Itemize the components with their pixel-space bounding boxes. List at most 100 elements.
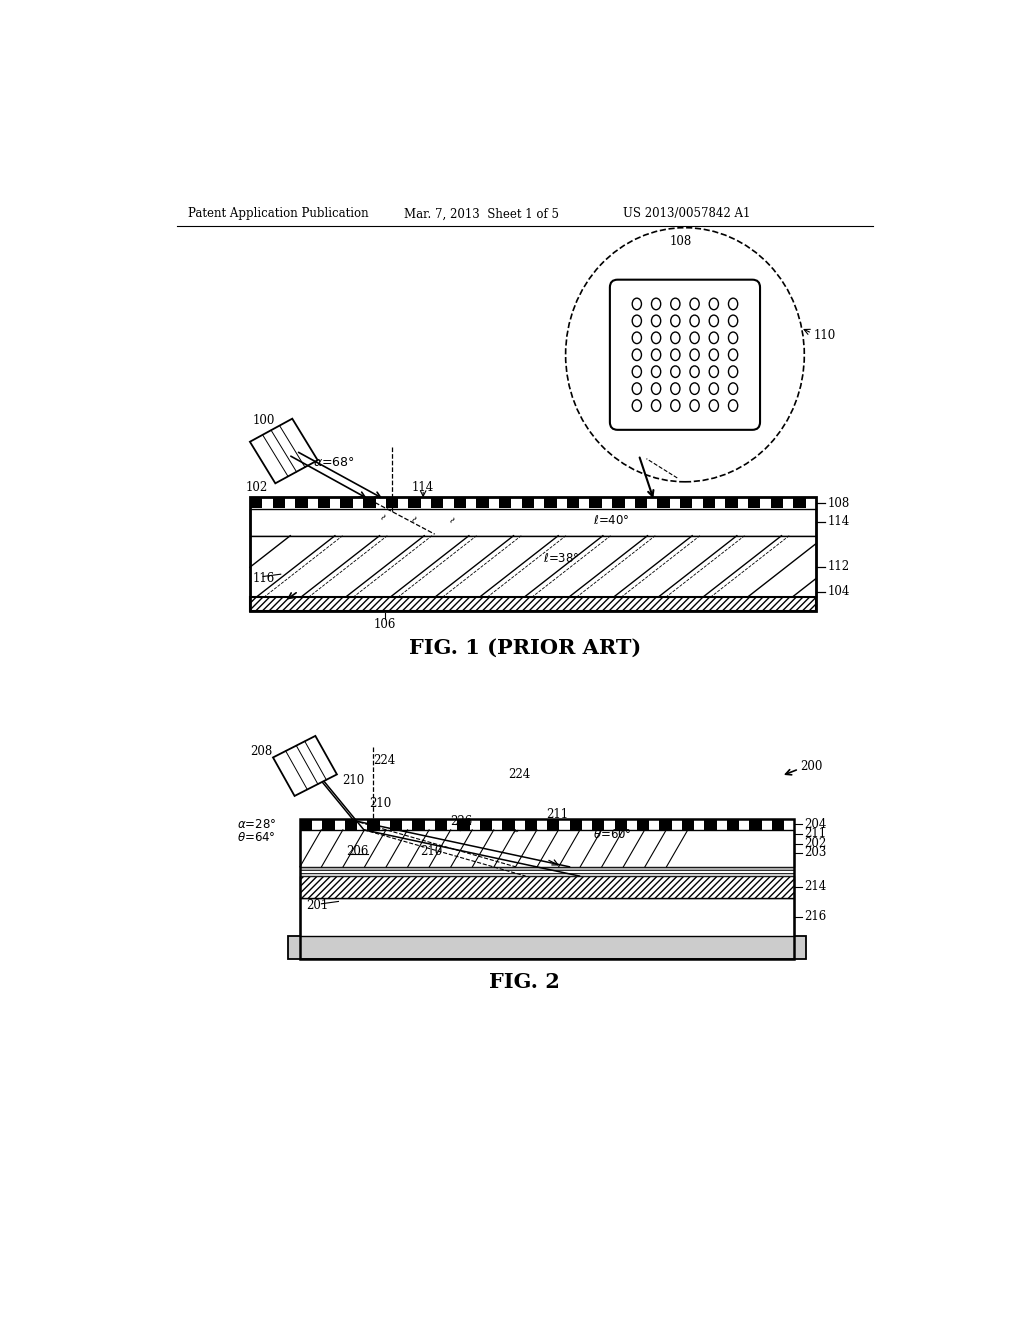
Bar — [345, 818, 357, 830]
Bar — [435, 818, 447, 830]
Bar — [657, 498, 670, 508]
Bar — [250, 508, 816, 536]
Text: 106: 106 — [374, 618, 396, 631]
Bar — [250, 536, 816, 598]
Bar — [317, 498, 331, 508]
Text: 210: 210 — [420, 845, 442, 858]
Bar — [300, 830, 795, 867]
Bar — [637, 818, 649, 830]
Bar — [702, 498, 715, 508]
Bar — [250, 498, 262, 508]
Bar — [682, 818, 694, 830]
Bar — [524, 818, 537, 830]
Bar — [454, 498, 466, 508]
Text: $\theta$=64°: $\theta$=64° — [237, 832, 275, 843]
Bar — [386, 498, 398, 508]
Bar — [725, 498, 737, 508]
Bar — [499, 498, 511, 508]
Text: $\theta$=60°: $\theta$=60° — [593, 828, 631, 841]
Bar — [771, 498, 783, 508]
Text: 108: 108 — [670, 235, 692, 248]
Bar — [521, 498, 535, 508]
Text: $\alpha$=28°: $\alpha$=28° — [237, 818, 276, 832]
Text: ~: ~ — [411, 822, 421, 834]
Text: 108: 108 — [827, 496, 850, 510]
Text: ~: ~ — [378, 511, 391, 524]
Text: 203: 203 — [804, 846, 826, 859]
Bar — [750, 818, 762, 830]
Text: 214: 214 — [804, 880, 826, 894]
Bar — [502, 818, 514, 830]
Bar — [409, 498, 421, 508]
Bar — [323, 818, 335, 830]
Bar — [300, 870, 795, 873]
Text: ~: ~ — [510, 826, 521, 837]
Bar — [300, 818, 795, 960]
Text: 208: 208 — [250, 744, 272, 758]
Text: 200: 200 — [801, 760, 823, 774]
Bar — [431, 498, 443, 508]
Bar — [300, 873, 795, 876]
Bar — [727, 818, 739, 830]
Text: 114: 114 — [412, 480, 434, 494]
Bar — [340, 498, 353, 508]
Text: Mar. 7, 2013  Sheet 1 of 5: Mar. 7, 2013 Sheet 1 of 5 — [403, 207, 559, 220]
Text: US 2013/0057842 A1: US 2013/0057842 A1 — [624, 207, 751, 220]
Bar — [250, 597, 816, 611]
Bar — [295, 498, 307, 508]
Bar — [705, 818, 717, 830]
Text: 224: 224 — [508, 768, 530, 781]
Text: 204: 204 — [804, 818, 826, 832]
Text: ~: ~ — [447, 513, 461, 525]
Text: 206: 206 — [346, 845, 369, 858]
Text: 210: 210 — [342, 774, 365, 787]
Bar — [300, 867, 795, 870]
Bar — [772, 818, 784, 830]
Bar — [300, 876, 795, 898]
Bar — [476, 498, 488, 508]
Bar — [300, 818, 312, 830]
Bar — [614, 818, 627, 830]
Bar — [479, 818, 493, 830]
Text: FIG. 1 (PRIOR ART): FIG. 1 (PRIOR ART) — [409, 638, 641, 657]
Text: 110: 110 — [813, 329, 836, 342]
Text: ~: ~ — [457, 824, 467, 836]
Text: 226: 226 — [451, 814, 473, 828]
Text: 210: 210 — [370, 797, 391, 810]
Bar — [544, 498, 557, 508]
Text: 116: 116 — [252, 572, 274, 585]
FancyBboxPatch shape — [610, 280, 760, 430]
Bar — [569, 818, 582, 830]
Bar — [364, 498, 376, 508]
Bar — [794, 498, 806, 508]
Text: ~: ~ — [409, 512, 422, 525]
Bar — [458, 818, 470, 830]
Bar — [289, 936, 806, 960]
Text: 104: 104 — [827, 585, 850, 598]
Text: $\ell$=40°: $\ell$=40° — [593, 513, 629, 527]
Bar — [612, 498, 625, 508]
Bar — [413, 818, 425, 830]
Text: 202: 202 — [804, 837, 826, 850]
Bar — [590, 498, 602, 508]
Text: 112: 112 — [827, 560, 850, 573]
Text: 224: 224 — [373, 754, 395, 767]
Text: 100: 100 — [252, 413, 274, 426]
Bar — [659, 818, 672, 830]
Bar — [592, 818, 604, 830]
Bar — [635, 498, 647, 508]
Bar — [748, 498, 761, 508]
Bar — [547, 818, 559, 830]
Polygon shape — [250, 418, 317, 483]
Text: 102: 102 — [246, 482, 268, 495]
Bar — [390, 818, 402, 830]
Text: 216: 216 — [804, 911, 826, 924]
Polygon shape — [273, 737, 337, 796]
Text: 201: 201 — [306, 899, 329, 912]
Bar — [680, 498, 692, 508]
Bar — [368, 818, 380, 830]
Bar — [300, 898, 795, 936]
Bar — [250, 498, 816, 611]
Bar — [567, 498, 580, 508]
Text: 211: 211 — [547, 808, 568, 821]
